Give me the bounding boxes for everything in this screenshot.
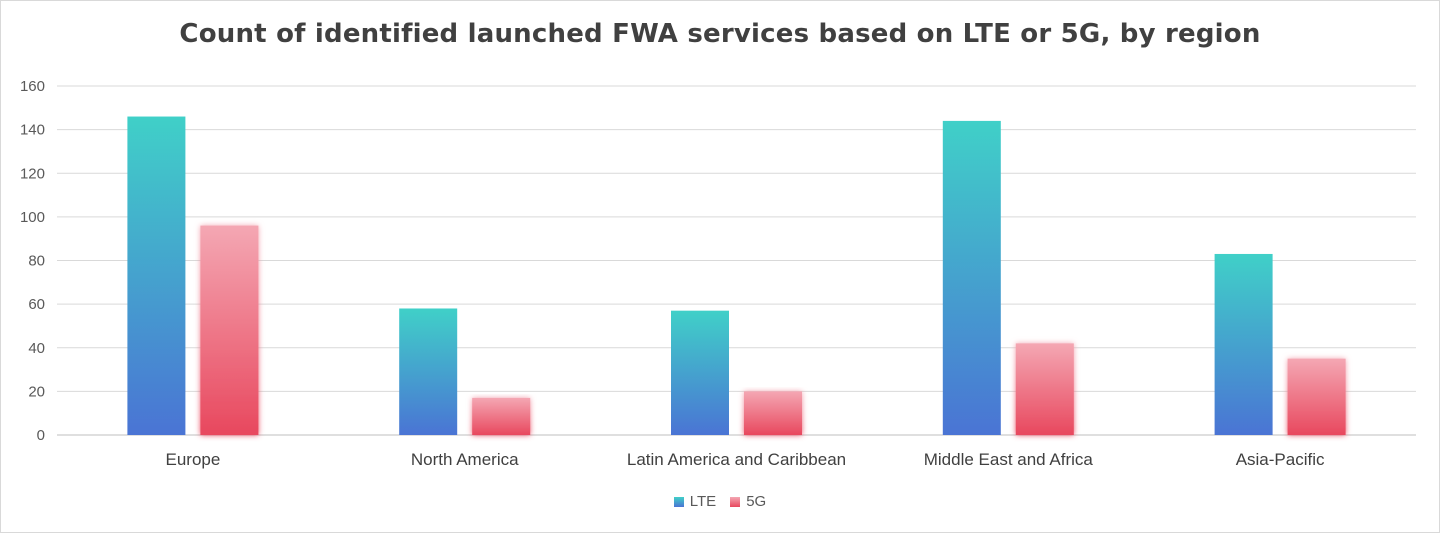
y-tick-label: 160 (20, 78, 45, 95)
y-tick-label: 40 (28, 340, 45, 357)
bar-5g-2 (744, 391, 802, 435)
bar-lte-1 (399, 308, 458, 435)
bar-lte-0 (127, 116, 186, 435)
y-tick-label: 80 (28, 253, 45, 270)
bar-5g-1 (472, 397, 531, 435)
bar-5g-4 (1287, 358, 1346, 435)
bar-lte-4 (1214, 253, 1273, 435)
legend-item-5g: 5G (730, 493, 766, 510)
legend-label-5g: 5G (746, 493, 767, 510)
y-tick-label: 140 (20, 122, 45, 139)
bar-5g-3 (1015, 343, 1074, 435)
x-category-label: North America (411, 450, 519, 469)
x-category-label: Europe (165, 450, 220, 469)
legend: LTE 5G (1, 493, 1439, 510)
bar-lte-2 (671, 310, 729, 435)
y-tick-label: 60 (28, 296, 45, 313)
y-tick-label: 20 (28, 383, 45, 400)
x-category-label: Asia-Pacific (1236, 450, 1325, 469)
x-axis-labels: Europe North America Latin America and Car… (165, 450, 1325, 469)
bars (127, 116, 1346, 436)
x-category-label: Middle East and Africa (924, 450, 1094, 469)
legend-swatch-5g (730, 496, 741, 507)
bar-lte-3 (942, 120, 1001, 436)
y-tick-label: 0 (37, 427, 45, 444)
legend-label-lte: LTE (689, 493, 717, 510)
x-category-label: Latin America and Caribbean (627, 450, 846, 469)
y-tick-label: 120 (20, 165, 45, 182)
y-axis-ticks: 0 20 40 60 80 100 120 140 160 (20, 78, 45, 444)
bar-5g-0 (200, 225, 259, 435)
legend-swatch-lte (673, 496, 684, 507)
chart-title: Count of identified launched FWA service… (179, 19, 1261, 49)
legend-item-lte: LTE (673, 493, 717, 510)
y-tick-label: 100 (20, 209, 45, 226)
gridlines (57, 85, 1416, 436)
